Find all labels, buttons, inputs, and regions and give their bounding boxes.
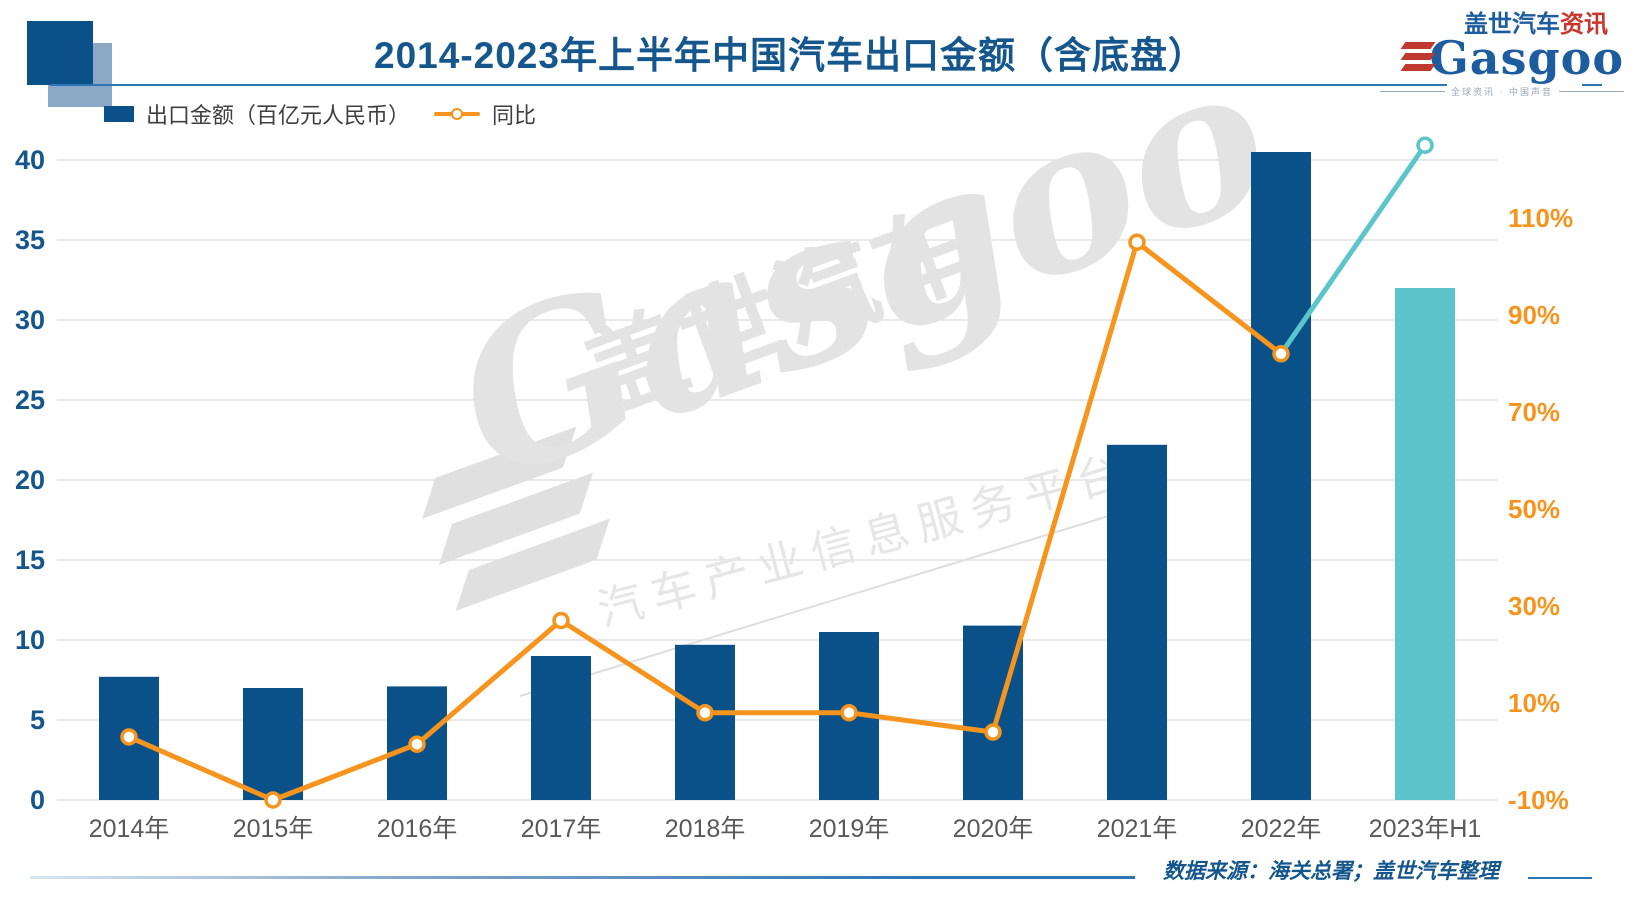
legend-bar-swatch [104,106,134,122]
export-bar [1395,288,1455,800]
watermark-tagline-text: 汽车产业信息服务平台 [592,444,1137,636]
yoy-marker [1416,136,1434,154]
x-axis-label: 2015年 [233,815,314,843]
yoy-marker [552,611,570,630]
left-axis-tick: 5 [30,705,45,735]
logo-latin-row: Gasgoo [1380,31,1624,85]
yoy-line-highlight-segment [1278,142,1428,357]
watermark-stripes-icon [422,426,614,620]
page-title: 2014-2023年上半年中国汽车出口金额（含底盘） [374,35,1206,76]
export-bar [531,656,591,800]
yoy-line [126,239,1284,803]
title-underline [50,84,1447,86]
export-bar [819,632,879,800]
yoy-marker [840,703,858,722]
export-bar [1107,444,1167,800]
watermark-cn-text: 盖世汽车 [569,189,991,435]
logo-cn-accent-text: 资讯 [1560,11,1608,38]
right-axis-tick: -10% [1508,785,1569,815]
yoy-marker [264,791,282,809]
x-axis-label: 2017年 [521,815,602,843]
left-axis-tick: 40 [15,145,45,175]
left-axis-tick: 25 [15,385,45,415]
gasgoo-logo: 盖世汽车资讯 Gasgoo 全球资讯 · 中国声音 [1380,12,1624,98]
right-axis-tick: 50% [1508,494,1560,524]
export-bar [675,644,735,800]
left-axis-tick: 0 [30,785,45,815]
x-axis-label: 2021年 [1097,815,1178,843]
x-axis-label: 2016年 [377,815,458,843]
legend-line-swatch [434,108,481,120]
watermark-diagonal-line [519,507,1133,697]
export-bar [387,686,447,800]
x-axis-label: 2020年 [953,815,1034,843]
logo-latin-text: Gasgoo [1429,31,1624,85]
left-axis-tick: 20 [15,465,45,495]
x-axis-label: 2018年 [665,815,746,843]
left-axis-tick: 15 [15,545,45,575]
logo-stripes-icon [1401,42,1436,71]
x-axis-label: 2014年 [89,815,170,843]
export-bar [963,625,1023,800]
data-source-note: 数据来源：海关总署；盖世汽车整理 [1163,860,1499,883]
x-axis-label: 2019年 [809,815,890,843]
right-axis-tick: 10% [1508,688,1560,718]
export-bar [1251,152,1311,800]
right-axis-tick: 70% [1508,397,1560,427]
yoy-marker [120,728,138,746]
left-axis-tick: 30 [15,305,45,335]
x-axis-label: 2023年H1 [1369,815,1482,843]
yoy-marker [984,723,1002,741]
export-bar [243,688,303,800]
right-axis-tick: 110% [1508,203,1573,233]
legend-line-label: 同比 [492,103,537,128]
yoy-marker [696,703,714,722]
left-axis-tick: 35 [15,225,45,255]
yoy-marker [1272,345,1290,363]
logo-cn-row: 盖世汽车资讯 [1380,12,1624,38]
footer-line [30,876,1135,879]
watermark-latin-text: Gasgoo [426,13,1299,527]
legend-bar-label: 出口金额（百亿元人民币） [146,103,411,128]
decor-square-dark [27,21,93,85]
chart-legend: 出口金额（百亿元人民币） 同比 [104,98,536,130]
right-axis-tick: 90% [1508,300,1560,330]
logo-tagline: 全球资讯 · 中国声音 [1380,85,1624,98]
logo-cn-text: 盖世汽车 [1464,11,1560,38]
yoy-marker [1128,233,1146,251]
x-axis-label: 2022年 [1241,815,1322,843]
left-axis-tick: 10 [15,625,45,655]
yoy-marker [408,735,426,753]
export-bar [99,676,159,800]
footer-line-right [1528,877,1592,879]
right-axis-tick: 30% [1508,591,1560,621]
